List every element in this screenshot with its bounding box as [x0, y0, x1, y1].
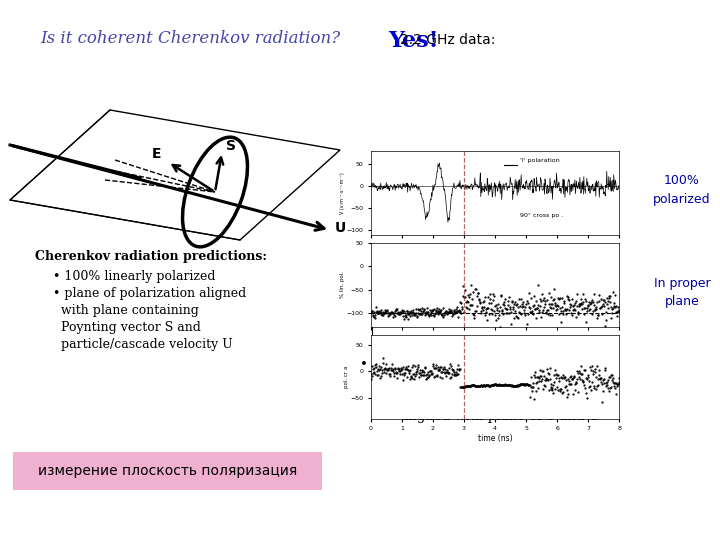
X-axis label: time (ns): time (ns) [477, 434, 513, 443]
Text: In proper
plane: In proper plane [654, 276, 711, 307]
Text: with plane containing: with plane containing [45, 304, 199, 317]
Text: 90° cross po .: 90° cross po . [520, 213, 563, 218]
Text: U: U [335, 221, 346, 235]
Y-axis label: V (v·m⁻¹·s⁻¹·m⁻¹): V (v·m⁻¹·s⁻¹·m⁻¹) [340, 172, 345, 214]
Text: Poynting vector S and: Poynting vector S and [45, 321, 201, 334]
Y-axis label: pol. cr a: pol. cr a [343, 366, 348, 388]
Text: Cherenkov radiation predictions:: Cherenkov radiation predictions: [35, 250, 267, 263]
Text: Is it coherent Cherenkov radiation?: Is it coherent Cherenkov radiation? [40, 30, 340, 47]
Polygon shape [10, 110, 340, 240]
FancyBboxPatch shape [13, 452, 322, 490]
Text: S: S [226, 139, 236, 153]
Text: particle/cascade velocity U: particle/cascade velocity U [45, 338, 233, 351]
Y-axis label: % lin. pol.: % lin. pol. [340, 271, 345, 298]
Text: Yes!: Yes! [388, 30, 438, 52]
Text: измерение плоскость поляризация: измерение плоскость поляризация [38, 464, 297, 478]
Text: 2.2 GHz data:: 2.2 GHz data: [400, 33, 495, 47]
Text: 'l' polaration: 'l' polaration [520, 158, 559, 163]
Text: Reflection from side wall: Reflection from side wall [455, 340, 583, 350]
Text: •100% linearly polarized pulses: •100% linearly polarized pulses [375, 376, 606, 389]
Text: E: E [152, 147, 161, 161]
Text: aligned with plane of S and U: aligned with plane of S and U [375, 410, 600, 423]
Text: • 100% linearly polarized: • 100% linearly polarized [45, 270, 215, 283]
Text: • plane of polarization aligned: • plane of polarization aligned [45, 287, 246, 300]
Text: 100%
polarized: 100% polarized [653, 174, 711, 206]
Text: • Plane of polarization exactly: • Plane of polarization exactly [375, 393, 595, 406]
Text: • Observed:: • Observed: [360, 358, 441, 371]
